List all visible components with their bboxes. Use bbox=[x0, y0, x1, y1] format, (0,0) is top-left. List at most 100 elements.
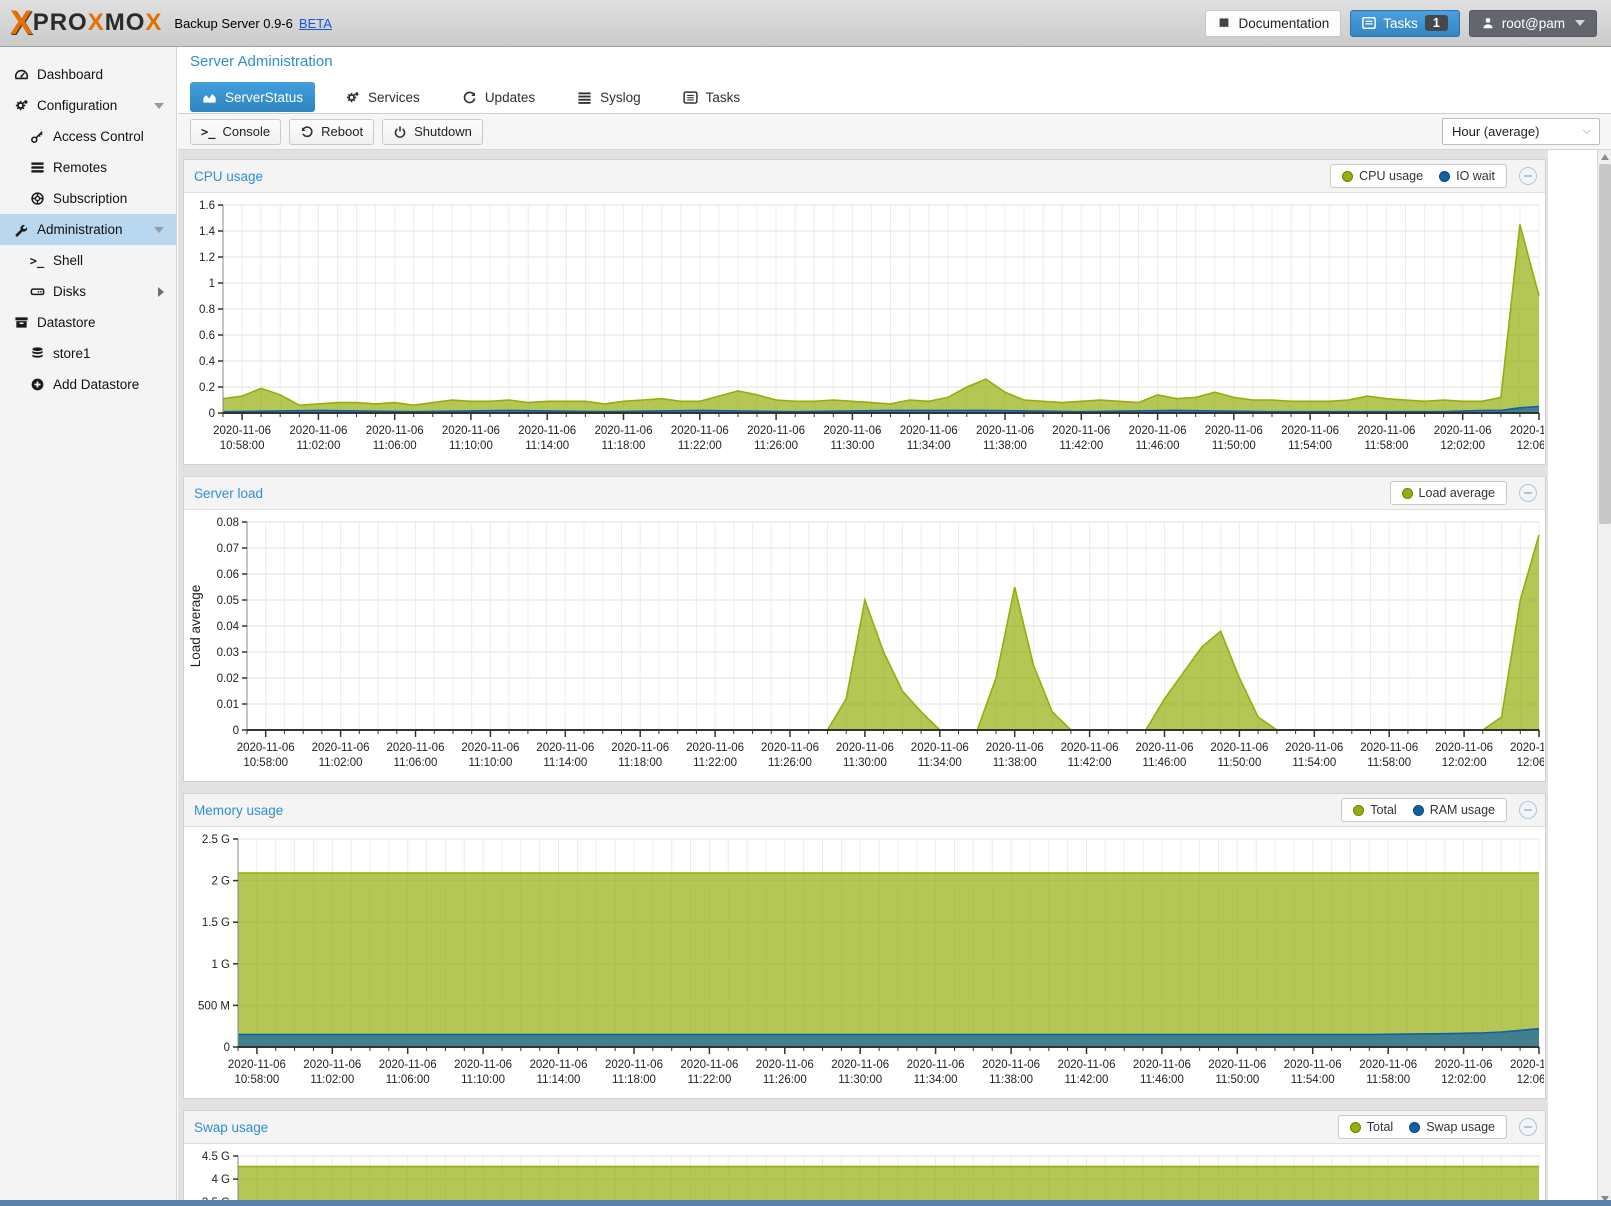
gears-icon bbox=[346, 91, 359, 102]
shutdown-button[interactable]: Shutdown bbox=[382, 118, 483, 145]
svg-text:2020-11-06: 2020-11-06 bbox=[1281, 425, 1339, 437]
legend-dot bbox=[1342, 170, 1354, 182]
tab-services[interactable]: Services bbox=[333, 82, 432, 112]
collapse-arrow-icon[interactable] bbox=[154, 226, 164, 233]
tab-updates[interactable]: Updates bbox=[450, 82, 547, 112]
svg-text:11:58:00: 11:58:00 bbox=[1366, 1074, 1410, 1086]
svg-text:2020-11-06: 2020-11-06 bbox=[1357, 425, 1415, 437]
svg-text:11:30:00: 11:30:00 bbox=[843, 757, 887, 769]
panel-title: Memory usage bbox=[194, 802, 284, 818]
collapse-panel-button[interactable] bbox=[1519, 484, 1537, 502]
expand-arrow-icon[interactable] bbox=[158, 286, 164, 297]
cpu-usage-panel: CPU usage CPU usage IO wait 0 0.2 0.4 0.6 0.… bbox=[183, 159, 1548, 465]
tab-syslog[interactable]: Syslog bbox=[565, 82, 653, 112]
database-icon bbox=[28, 346, 46, 361]
beta-link[interactable]: BETA bbox=[298, 15, 332, 31]
chart-legend: Total Swap usage bbox=[1337, 1115, 1507, 1139]
svg-text:2020-11-06: 2020-11-06 bbox=[605, 1059, 663, 1071]
panel-title: Server load bbox=[194, 485, 264, 501]
svg-text:11:22:00: 11:22:00 bbox=[693, 757, 737, 769]
collapse-panel-button[interactable] bbox=[1519, 801, 1537, 819]
proxmox-wordmark: PROXMOX bbox=[32, 9, 163, 36]
tab-serverstatus[interactable]: ServerStatus bbox=[190, 82, 316, 112]
collapse-arrow-icon[interactable] bbox=[154, 102, 164, 109]
timeframe-select[interactable]: Hour (average) ⌵ bbox=[1442, 118, 1600, 145]
sidebar-item-datastore[interactable]: Datastore bbox=[0, 307, 176, 338]
svg-text:11:14:00: 11:14:00 bbox=[537, 1074, 581, 1086]
svg-text:0.06: 0.06 bbox=[217, 569, 239, 581]
svg-text:11:22:00: 11:22:00 bbox=[687, 1074, 731, 1086]
svg-text:11:50:00: 11:50:00 bbox=[1215, 1074, 1259, 1086]
collapse-panel-button[interactable] bbox=[1519, 167, 1537, 185]
vertical-scrollbar[interactable] bbox=[1597, 150, 1611, 1206]
legend-dot bbox=[1439, 170, 1451, 182]
scroll-down-arrow-icon[interactable] bbox=[1598, 1192, 1611, 1206]
svg-text:11:58:00: 11:58:00 bbox=[1364, 440, 1408, 452]
sidebar-item-configuration[interactable]: Configuration bbox=[0, 90, 176, 121]
sidebar-item-access-control[interactable]: Access Control bbox=[0, 121, 176, 152]
svg-text:2020-11-06: 2020-11-06 bbox=[611, 742, 669, 754]
sidebar-item-dashboard[interactable]: Dashboard bbox=[0, 59, 176, 90]
svg-text:0.8: 0.8 bbox=[199, 304, 215, 316]
sidebar-item-store1[interactable]: store1 bbox=[0, 338, 176, 369]
svg-text:11:54:00: 11:54:00 bbox=[1292, 757, 1336, 769]
archive-box-icon bbox=[12, 315, 30, 330]
svg-text:12:02:00: 12:02:00 bbox=[1441, 1074, 1486, 1086]
area-chart-icon bbox=[203, 93, 216, 103]
svg-text:11:26:00: 11:26:00 bbox=[768, 757, 812, 769]
svg-text:11:14:00: 11:14:00 bbox=[543, 757, 587, 769]
server-list-icon bbox=[28, 160, 46, 175]
bottom-edge-strip bbox=[0, 1200, 1611, 1206]
svg-text:11:10:00: 11:10:00 bbox=[468, 757, 512, 769]
tab-tasks[interactable]: Tasks bbox=[671, 82, 753, 112]
svg-text:2020-11-06: 2020-11-06 bbox=[1510, 425, 1544, 437]
svg-text:11:18:00: 11:18:00 bbox=[602, 440, 646, 452]
svg-text:11:10:00: 11:10:00 bbox=[461, 1074, 505, 1086]
life-ring-icon bbox=[28, 191, 46, 206]
svg-text:1.2: 1.2 bbox=[199, 252, 215, 264]
tasks-button[interactable]: Tasks 1 bbox=[1350, 9, 1460, 37]
svg-text:2020-11-06: 2020-11-06 bbox=[1510, 1059, 1544, 1071]
svg-text:2020-11-06: 2020-11-06 bbox=[1061, 742, 1119, 754]
scroll-up-arrow-icon[interactable] bbox=[1598, 150, 1611, 164]
svg-text:2020-11-06: 2020-11-06 bbox=[530, 1059, 588, 1071]
sidebar-item-remotes[interactable]: Remotes bbox=[0, 152, 176, 183]
sidebar-item-administration[interactable]: Administration bbox=[0, 214, 176, 245]
svg-text:2020-11-06: 2020-11-06 bbox=[1435, 1059, 1493, 1071]
documentation-button[interactable]: Documentation bbox=[1205, 9, 1342, 37]
svg-text:2020-11-06: 2020-11-06 bbox=[1205, 425, 1263, 437]
server-load-chart: 0 0.01 0.02 0.03 0.04 0.05 0.06 0.07 0.08 2020-11… bbox=[184, 510, 1548, 781]
svg-text:11:30:00: 11:30:00 bbox=[838, 1074, 882, 1086]
sidebar-item-subscription[interactable]: Subscription bbox=[0, 183, 176, 214]
svg-text:2 G: 2 G bbox=[211, 876, 230, 888]
svg-text:11:06:00: 11:06:00 bbox=[386, 1074, 430, 1086]
svg-text:2020-11-06: 2020-11-06 bbox=[536, 742, 594, 754]
content-header: Server Administration ServerStatus Servi… bbox=[178, 47, 1611, 150]
sidebar-item-shell[interactable]: >_ Shell bbox=[29, 253, 84, 268]
svg-text:11:34:00: 11:34:00 bbox=[918, 757, 962, 769]
sidebar-item-disks[interactable]: Disks bbox=[0, 276, 176, 307]
svg-text:11:14:00: 11:14:00 bbox=[525, 440, 569, 452]
reboot-button[interactable]: Reboot bbox=[289, 118, 375, 145]
user-menu-button[interactable]: root@pam bbox=[1468, 9, 1597, 37]
sidebar-item-add-datastore[interactable]: Add Datastore bbox=[0, 369, 176, 400]
svg-text:2020-11-06: 2020-11-06 bbox=[1510, 742, 1544, 754]
svg-text:2020-11-06: 2020-11-06 bbox=[976, 425, 1034, 437]
svg-text:10:58:00: 10:58:00 bbox=[220, 440, 265, 452]
svg-text:1.6: 1.6 bbox=[199, 200, 215, 212]
chevron-down-icon: ⌵ bbox=[1582, 125, 1591, 137]
svg-text:2020-11-06: 2020-11-06 bbox=[1129, 425, 1187, 437]
memory-usage-panel: Memory usage Total RAM usage 0 500 M 1 G 1.… bbox=[183, 793, 1548, 1099]
svg-text:12:06:00: 12:06:00 bbox=[1517, 440, 1544, 452]
app-title: Backup Server 0.9-6 bbox=[174, 15, 293, 31]
collapse-panel-button[interactable] bbox=[1519, 1118, 1537, 1136]
svg-text:2020-11-06: 2020-11-06 bbox=[1285, 742, 1343, 754]
svg-text:11:22:00: 11:22:00 bbox=[678, 440, 722, 452]
scrollbar-thumb[interactable] bbox=[1599, 164, 1611, 524]
svg-text:11:46:00: 11:46:00 bbox=[1143, 757, 1187, 769]
legend-dot bbox=[1412, 804, 1424, 816]
console-button[interactable]: >_ Console bbox=[190, 118, 282, 145]
svg-text:2020-11-06: 2020-11-06 bbox=[823, 425, 881, 437]
wrench-icon bbox=[12, 222, 30, 237]
svg-text:1.4: 1.4 bbox=[199, 226, 216, 238]
